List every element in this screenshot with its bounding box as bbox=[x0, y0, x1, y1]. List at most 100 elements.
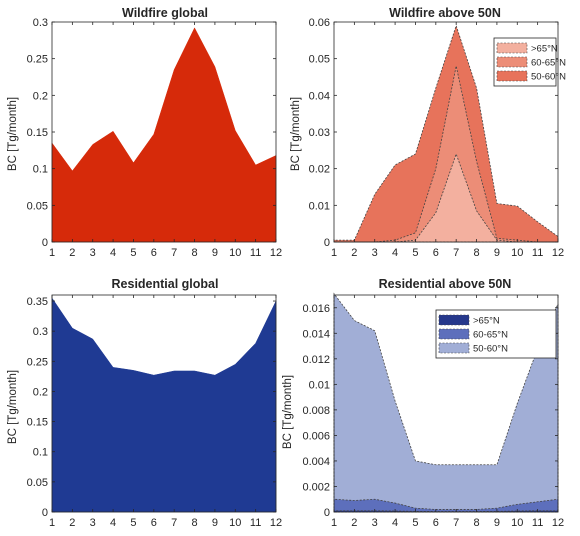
x-tick-label: 8 bbox=[191, 247, 197, 259]
y-tick-label: 0.006 bbox=[302, 430, 330, 442]
x-tick-label: 10 bbox=[511, 247, 523, 259]
y-tick-label: 0.1 bbox=[33, 164, 48, 176]
x-tick-label: 7 bbox=[453, 247, 459, 259]
series-area bbox=[51, 27, 277, 243]
y-tick-label: 0.15 bbox=[27, 127, 48, 139]
legend: >65°N 60-65°N 50-60°N bbox=[435, 309, 557, 359]
legend-label: >65°N bbox=[473, 316, 500, 327]
y-tick-label: 0.014 bbox=[302, 328, 330, 340]
legend-swatch bbox=[438, 328, 470, 340]
x-tick-label: 12 bbox=[270, 247, 282, 259]
x-tick-label: 9 bbox=[212, 517, 218, 529]
x-tick-label: 4 bbox=[110, 247, 116, 259]
y-tick-label: 0.03 bbox=[309, 127, 330, 139]
legend-swatch bbox=[438, 314, 470, 326]
y-tick-label: 0.008 bbox=[302, 405, 330, 417]
y-tick-label: 0.012 bbox=[302, 354, 330, 366]
x-tick-label: 3 bbox=[372, 247, 378, 259]
chart-title: Residential global bbox=[112, 277, 219, 291]
x-tick-label: 3 bbox=[372, 517, 378, 529]
x-tick-label: 6 bbox=[433, 517, 439, 529]
y-tick-label: 0.2 bbox=[33, 386, 48, 398]
x-tick-label: 5 bbox=[130, 517, 136, 529]
axes-box bbox=[51, 294, 277, 513]
y-tick-label: 0.06 bbox=[309, 17, 330, 29]
legend: >65°N 60-65°N 50-60°N bbox=[493, 37, 566, 87]
y-tick-label: 0.02 bbox=[309, 164, 330, 176]
y-axis-label: BC [Tg/month] bbox=[7, 370, 19, 444]
legend-label: 50-60°N bbox=[473, 344, 508, 355]
y-tick-label: 0 bbox=[42, 507, 48, 519]
y-tick-label: 0.25 bbox=[27, 356, 48, 368]
y-tick-label: 0.05 bbox=[27, 477, 48, 489]
y-tick-label: 0.2 bbox=[33, 90, 48, 102]
chart-title: Wildfire above 50N bbox=[389, 6, 501, 20]
legend-label: 60-65°N bbox=[531, 58, 566, 69]
x-tick-label: 11 bbox=[250, 247, 261, 259]
x-tick-label: 4 bbox=[110, 517, 116, 529]
x-tick-label: 8 bbox=[473, 247, 479, 259]
x-tick-label: 12 bbox=[270, 517, 282, 529]
y-tick-label: 0.004 bbox=[302, 456, 330, 468]
x-tick-label: 5 bbox=[130, 247, 136, 259]
y-tick-label: 0.01 bbox=[309, 200, 330, 212]
x-tick-label: 10 bbox=[511, 517, 523, 529]
plot-area: 1 2 3 4 5 6 7 8 9 10 11 1200.0020.0040.0060.0080.01… bbox=[302, 292, 564, 529]
y-tick-label: 0.05 bbox=[309, 54, 330, 66]
x-tick-label: 4 bbox=[392, 517, 398, 529]
x-tick-label: 5 bbox=[412, 517, 418, 529]
y-axis-label: BC [Tg/month] bbox=[290, 97, 302, 171]
y-tick-label: 0 bbox=[324, 237, 330, 249]
y-tick-label: 0.25 bbox=[27, 54, 48, 66]
y-axis-label: BC [Tg/month] bbox=[7, 97, 19, 171]
y-axis-label: BC [Tg/month] bbox=[282, 375, 294, 449]
series-area-60-65°N bbox=[333, 498, 559, 513]
x-tick-label: 2 bbox=[351, 247, 357, 259]
x-tick-label: 1 bbox=[49, 517, 55, 529]
x-tick-label: 11 bbox=[250, 517, 261, 529]
x-tick-label: 8 bbox=[473, 517, 479, 529]
chart-title: Wildfire global bbox=[122, 6, 208, 20]
x-tick-label: 6 bbox=[151, 247, 157, 259]
y-tick-label: 0.3 bbox=[33, 17, 48, 29]
x-tick-label: 11 bbox=[532, 247, 543, 259]
x-tick-label: 11 bbox=[532, 517, 543, 529]
x-tick-label: 1 bbox=[331, 247, 337, 259]
x-tick-label: 2 bbox=[69, 517, 75, 529]
legend-label: >65°N bbox=[531, 44, 558, 55]
x-tick-label: 1 bbox=[331, 517, 337, 529]
x-tick-label: 9 bbox=[494, 517, 500, 529]
legend-swatch bbox=[496, 56, 528, 68]
x-tick-label: 4 bbox=[392, 247, 398, 259]
y-tick-label: 0.1 bbox=[33, 447, 48, 459]
y-tick-label: 0.016 bbox=[302, 303, 330, 315]
y-tick-label: 0.01 bbox=[309, 379, 330, 391]
legend-swatch bbox=[496, 70, 528, 82]
plot-area: 1 2 3 4 5 6 7 8 9 10 11 1200.050.10.150.20.250.30.3… bbox=[27, 294, 282, 529]
axes-box bbox=[333, 294, 559, 513]
x-tick-label: 9 bbox=[212, 247, 218, 259]
y-tick-label: 0.15 bbox=[27, 417, 48, 429]
y-tick-label: 0.3 bbox=[33, 326, 48, 338]
series-area bbox=[51, 297, 277, 513]
legend-swatch bbox=[496, 42, 528, 54]
x-tick-label: 5 bbox=[412, 247, 418, 259]
x-tick-label: 2 bbox=[351, 517, 357, 529]
y-tick-label: 0.002 bbox=[302, 481, 330, 493]
x-tick-label: 7 bbox=[453, 517, 459, 529]
x-tick-label: 7 bbox=[171, 247, 177, 259]
y-tick-label: 0.35 bbox=[27, 296, 48, 308]
x-tick-label: 10 bbox=[229, 247, 241, 259]
x-tick-label: 10 bbox=[229, 517, 241, 529]
x-tick-label: 8 bbox=[191, 517, 197, 529]
x-tick-label: 3 bbox=[90, 517, 96, 529]
x-tick-label: 9 bbox=[494, 247, 500, 259]
x-tick-label: 7 bbox=[171, 517, 177, 529]
x-tick-label: 1 bbox=[49, 247, 55, 259]
y-tick-label: 0.05 bbox=[27, 200, 48, 212]
